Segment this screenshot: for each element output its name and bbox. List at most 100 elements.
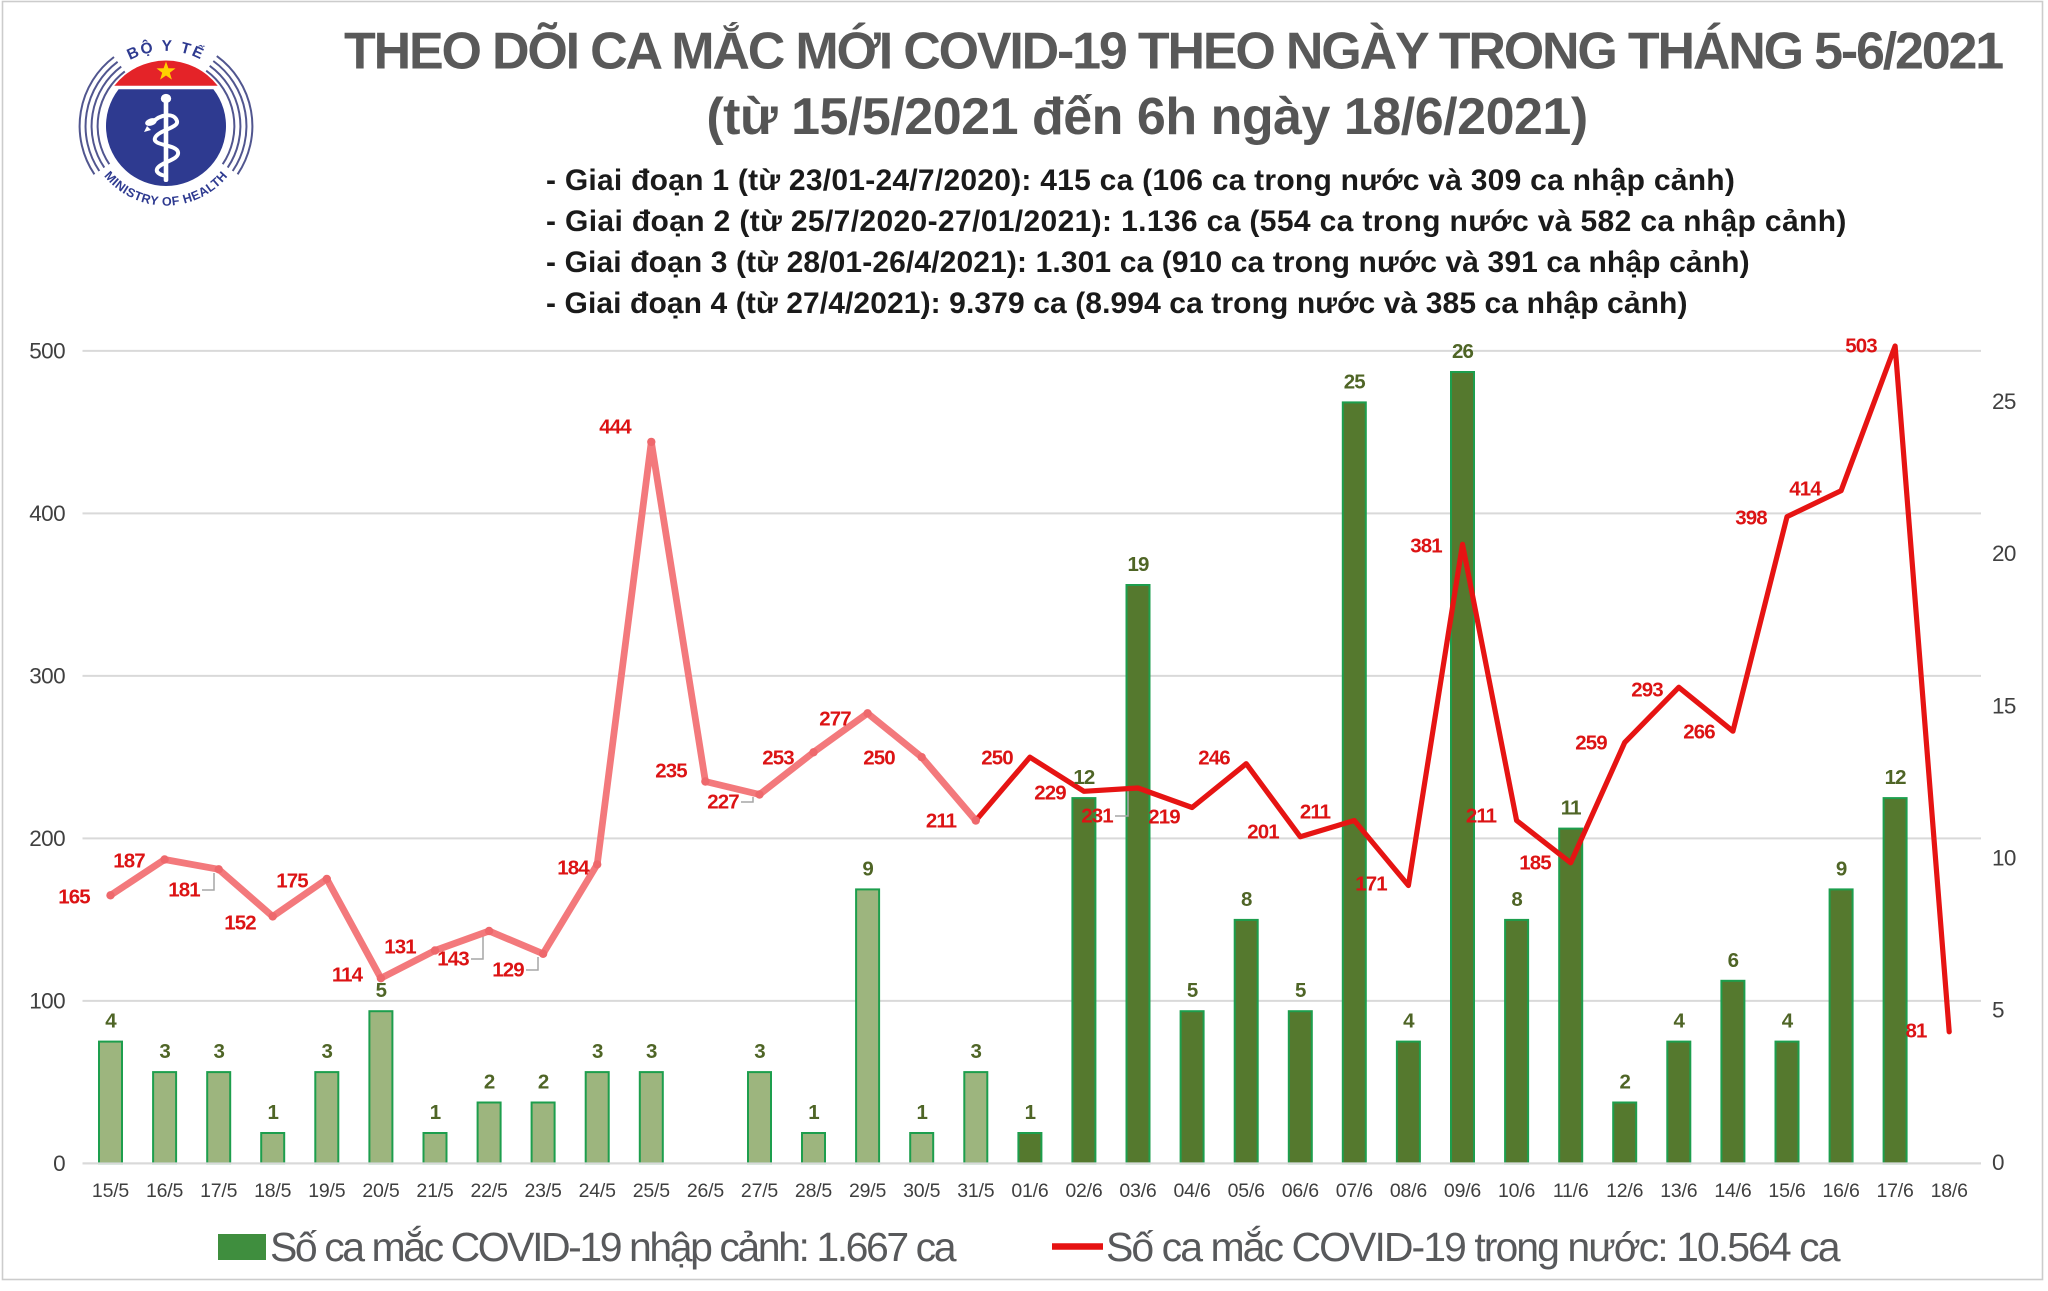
svg-text:184: 184 [557,857,590,880]
svg-text:06/6: 06/6 [1282,1180,1319,1202]
svg-text:3: 3 [592,1040,603,1063]
svg-text:235: 235 [655,760,687,783]
svg-text:3: 3 [646,1040,657,1063]
svg-text:12/6: 12/6 [1606,1180,1643,1202]
svg-text:17/6: 17/6 [1877,1180,1914,1202]
svg-text:17/5: 17/5 [200,1180,238,1202]
svg-text:4: 4 [105,1010,117,1033]
svg-text:9: 9 [862,857,873,880]
svg-text:19: 19 [1127,553,1149,576]
svg-text:29/5: 29/5 [849,1180,887,1202]
svg-text:5: 5 [376,979,387,1002]
svg-text:Số ca mắc COVID-19 nhập cảnh:: Số ca mắc COVID-19 nhập cảnh: 1.667 ca [270,1224,957,1270]
svg-text:219: 219 [1148,806,1180,829]
svg-text:24/5: 24/5 [579,1180,617,1202]
svg-text:THEO DÕI CA MẮC MỚI COVID-19 T: THEO DÕI CA MẮC MỚI COVID-19 THEO NGÀY T… [344,22,2003,81]
svg-text:- Giai đoạn 4 (từ 27/4/2021):: - Giai đoạn 4 (từ 27/4/2021): 9.379 ca (… [546,287,1688,320]
svg-text:8: 8 [1241,888,1252,911]
svg-text:26/5: 26/5 [687,1180,725,1202]
svg-text:02/6: 02/6 [1065,1180,1102,1202]
svg-text:266: 266 [1683,721,1715,744]
svg-text:246: 246 [1198,747,1230,770]
svg-text:398: 398 [1735,507,1767,530]
svg-text:185: 185 [1519,852,1551,875]
svg-text:1: 1 [430,1101,441,1124]
svg-text:400: 400 [29,501,65,526]
svg-text:07/6: 07/6 [1336,1180,1373,1202]
svg-text:09/6: 09/6 [1444,1180,1481,1202]
svg-text:- Giai đoạn 1 (từ 23/01-24/7/2: - Giai đoạn 1 (từ 23/01-24/7/2020): 415 … [546,164,1735,197]
svg-text:18/6: 18/6 [1931,1180,1968,1202]
svg-text:114: 114 [332,964,364,987]
svg-text:1: 1 [267,1101,278,1124]
svg-text:3: 3 [213,1040,224,1063]
svg-text:04/6: 04/6 [1174,1180,1211,1202]
svg-text:(từ 15/5/2021 đến 6h ngày 18/6: (từ 15/5/2021 đến 6h ngày 18/6/2021) [706,88,1587,146]
svg-text:187: 187 [113,850,145,873]
svg-text:211: 211 [1466,805,1497,828]
svg-text:3: 3 [971,1040,982,1063]
svg-text:12: 12 [1885,766,1907,789]
svg-text:165: 165 [58,886,90,909]
svg-text:28/5: 28/5 [795,1180,833,1202]
svg-text:0: 0 [1992,1150,2004,1175]
svg-text:2: 2 [484,1071,495,1094]
svg-text:6: 6 [1728,949,1739,972]
svg-text:05/6: 05/6 [1228,1180,1265,1202]
svg-text:500: 500 [29,338,65,363]
svg-text:259: 259 [1575,732,1607,755]
svg-text:171: 171 [1355,873,1387,896]
svg-text:143: 143 [437,948,469,971]
svg-text:10: 10 [1992,846,2016,871]
svg-text:211: 211 [926,810,957,833]
svg-text:2: 2 [538,1071,549,1094]
svg-text:13/6: 13/6 [1660,1180,1697,1202]
svg-text:03/6: 03/6 [1119,1180,1156,1202]
svg-text:31/5: 31/5 [957,1180,995,1202]
svg-text:21/5: 21/5 [416,1180,454,1202]
svg-text:381: 381 [1410,535,1442,558]
svg-text:250: 250 [981,747,1013,770]
svg-text:27/5: 27/5 [741,1180,779,1202]
svg-text:3: 3 [159,1040,170,1063]
svg-text:23/5: 23/5 [525,1180,563,1202]
svg-text:10/6: 10/6 [1498,1180,1535,1202]
svg-text:0: 0 [53,1151,65,1176]
svg-text:25: 25 [1344,370,1366,393]
svg-text:129: 129 [492,959,524,982]
svg-text:12: 12 [1073,766,1095,789]
svg-text:1: 1 [1025,1101,1036,1124]
svg-text:11/6: 11/6 [1553,1180,1589,1202]
svg-text:25: 25 [1992,389,2016,414]
svg-text:Số ca mắc COVID-19 trong nước:: Số ca mắc COVID-19 trong nước: 10.564 ca [1106,1224,1841,1270]
svg-text:293: 293 [1631,679,1663,702]
svg-text:11: 11 [1561,797,1581,820]
svg-text:08/6: 08/6 [1390,1180,1427,1202]
svg-text:81: 81 [1905,1020,1927,1043]
svg-text:250: 250 [863,747,895,770]
svg-text:231: 231 [1081,805,1113,828]
svg-text:22/5: 22/5 [471,1180,509,1202]
svg-text:229: 229 [1034,782,1066,805]
svg-text:181: 181 [168,879,200,902]
svg-text:20: 20 [1992,541,2016,566]
svg-text:15/6: 15/6 [1768,1180,1805,1202]
svg-text:300: 300 [29,663,65,688]
svg-text:5: 5 [1992,998,2004,1023]
svg-text:227: 227 [707,791,739,814]
svg-text:5: 5 [1187,979,1198,1002]
svg-text:211: 211 [1300,801,1331,824]
svg-text:30/5: 30/5 [903,1180,941,1202]
svg-text:175: 175 [276,870,308,893]
svg-text:9: 9 [1836,857,1847,880]
svg-text:4: 4 [1782,1010,1794,1033]
svg-text:4: 4 [1403,1010,1415,1033]
svg-text:16/6: 16/6 [1823,1180,1860,1202]
svg-text:277: 277 [819,708,851,731]
svg-text:3: 3 [754,1040,765,1063]
svg-text:4: 4 [1674,1010,1686,1033]
svg-text:1: 1 [808,1101,819,1124]
svg-text:26: 26 [1452,340,1474,363]
svg-text:2: 2 [1619,1071,1630,1094]
svg-text:15: 15 [1992,693,2016,718]
